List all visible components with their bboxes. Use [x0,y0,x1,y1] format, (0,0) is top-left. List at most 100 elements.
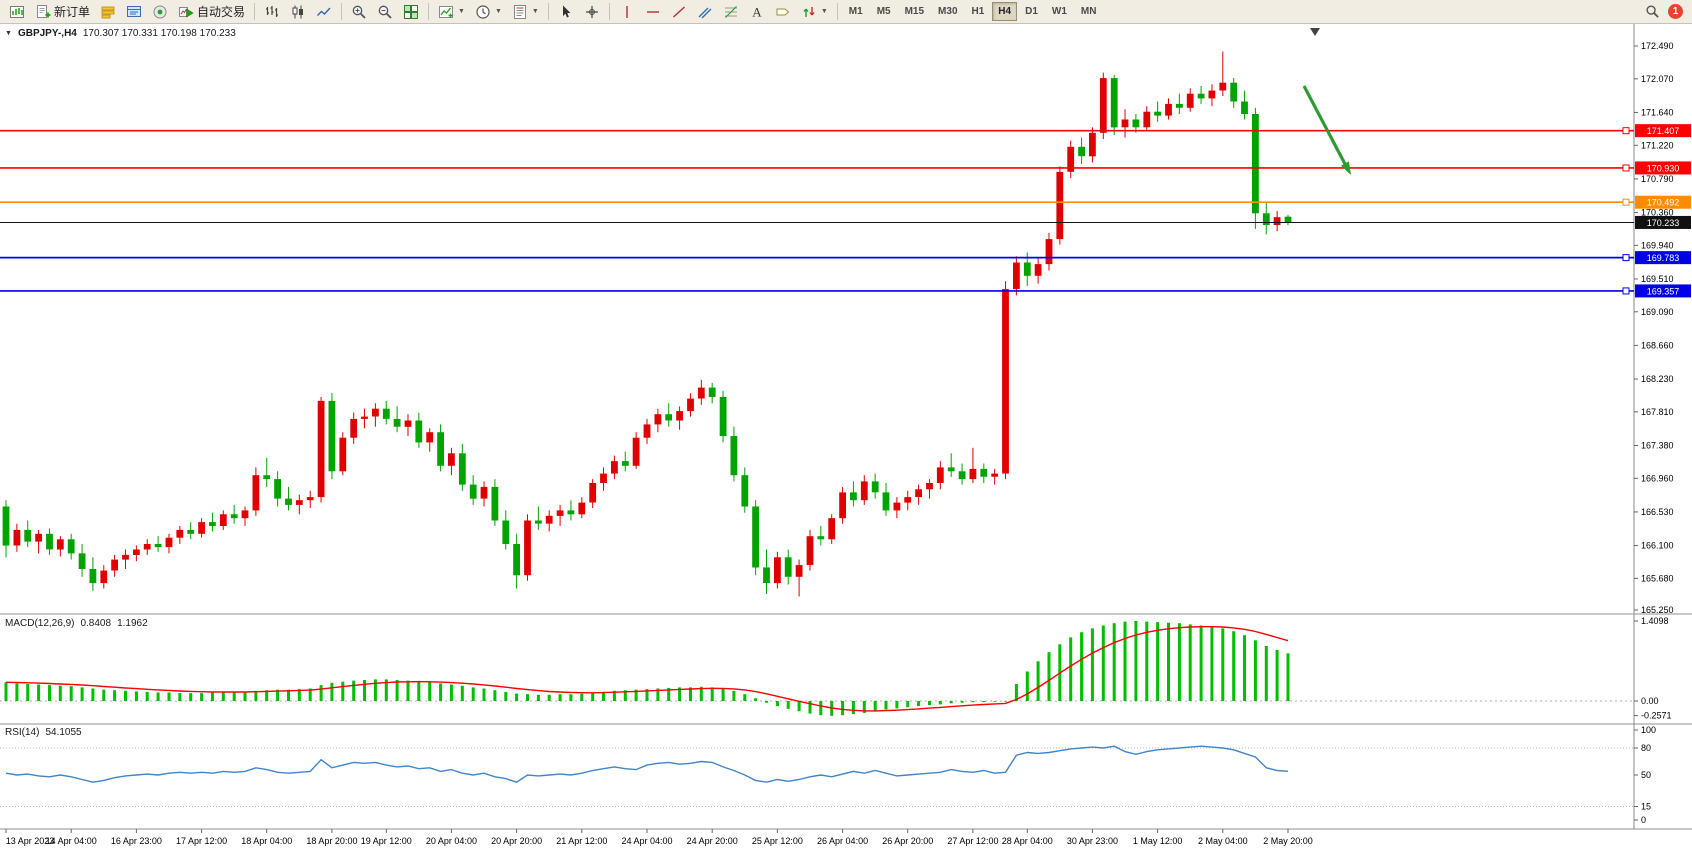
candle-body [871,481,879,493]
timeframe-d1[interactable]: D1 [1025,6,1038,17]
market-watch-button[interactable] [96,2,120,22]
rsi-axis-label: 15 [1641,802,1651,812]
candle-body [143,544,151,550]
chart-canvas[interactable]: 172.490 172.070 171.640 171.220 170.790 170.3… [0,24,1692,855]
indicators-button[interactable]: ▼ [434,2,469,22]
candle-body [632,437,640,466]
candle-body [882,492,890,511]
chart-context-menu-icon[interactable]: ▼ [5,30,12,37]
candle-body [241,510,249,519]
tile-windows-button[interactable] [399,2,423,22]
timeframe-h4[interactable]: H4 [992,2,1018,21]
price-axis[interactable]: 172.490 172.070 171.640 171.220 170.790 170.3… [1633,24,1674,829]
candle-body [730,436,738,476]
candle-body [274,479,281,499]
line-chart-mode-button[interactable] [312,2,336,22]
date-tick-label: 18 Apr 20:00 [306,836,357,846]
level-anchor[interactable] [1622,164,1630,172]
price-tag-label: 169.783 [1647,253,1680,263]
new-order-button[interactable]: 新订单 [31,2,94,22]
candle-body [611,461,618,474]
date-tick-label: 13 Apr 2023 [6,836,55,846]
candle-body [89,569,97,584]
current-price-label: 170.233 [1647,218,1680,228]
text-button[interactable]: A [745,2,769,22]
candle-body [904,497,912,503]
strategy-tester-button[interactable] [148,2,172,22]
arrows-button[interactable]: ▼ [797,2,832,22]
timeframe-m5[interactable]: M5 [876,6,891,17]
notification-badge[interactable]: 1 [1668,4,1683,19]
timeframe-m1[interactable]: M1 [848,6,863,17]
crosshair-button[interactable] [580,2,604,22]
bar-chart-mode-button[interactable] [260,2,284,22]
text-label-button[interactable] [771,2,795,22]
macd-signal-line [5,626,1289,712]
level-anchor[interactable] [1622,287,1630,295]
fibonacci-button[interactable] [719,2,743,22]
candle-body [1002,289,1009,474]
date-tick-label: 26 Apr 20:00 [882,836,933,846]
date-tick-label: 17 Apr 12:00 [176,836,227,846]
candle-body [915,489,922,498]
candle-body [1089,132,1096,157]
level-anchor[interactable] [1622,254,1630,262]
candle-body [133,549,140,555]
level-anchor[interactable] [1622,198,1630,206]
timeframe-m30[interactable]: M30 [938,6,958,17]
trendline-button[interactable] [667,2,691,22]
timeframe-m15[interactable]: M15 [904,6,925,17]
zoom-in-button[interactable] [347,2,371,22]
candle-body [1284,216,1292,223]
chart-shift-marker[interactable] [1310,28,1320,36]
candle-body [676,411,683,421]
templates-button[interactable]: ▼ [508,2,543,22]
new-chart-button[interactable] [5,2,29,22]
candle-body [198,522,205,534]
trendline-icon [671,4,687,20]
svg-text:A: A [752,4,762,19]
candle-body [860,481,868,501]
date-tick-label: 18 Apr 04:00 [241,836,292,846]
line-icon [316,4,332,20]
candle-body [372,408,379,417]
price-tick-label: 165.680 [1641,573,1674,583]
candle-body [393,418,401,427]
cursor-icon [558,4,574,20]
search-icon[interactable] [1645,4,1660,19]
timeframe-w1[interactable]: W1 [1051,6,1067,17]
equidistant-channel-button[interactable] [693,2,717,22]
trend-arrow[interactable] [1302,85,1351,175]
vertical-line-button[interactable] [615,2,639,22]
candle-body [1034,264,1042,276]
level-anchor[interactable] [1622,127,1630,135]
horizontal-line-button[interactable] [641,2,665,22]
cursor-button[interactable] [554,2,578,22]
candle-body [2,506,10,546]
chart-window[interactable]: 172.490 172.070 171.640 171.220 170.790 170.3… [0,24,1692,855]
toolbar-separator [428,3,430,20]
periods-button[interactable]: ▼ [471,2,506,22]
candle-body [230,514,238,519]
price-tick-label: 170.360 [1641,208,1674,218]
candle-body [328,400,336,472]
candle-body [317,400,325,498]
candlestick-mode-button[interactable] [286,2,310,22]
timeframe-mn[interactable]: MN [1080,6,1097,17]
new-order-icon [35,4,51,20]
candle-body [621,461,629,466]
auto-trading-button[interactable]: 自动交易 [174,2,249,22]
candle-body [969,468,977,480]
candle-body [1110,78,1118,128]
indicators-icon [438,4,454,20]
candle-body [697,387,705,399]
candle-body [209,522,216,526]
candle-body [350,418,358,438]
timeframe-h1[interactable]: H1 [971,6,985,17]
price-tick-label: 167.810 [1641,407,1674,417]
data-window-button[interactable] [122,2,146,22]
zoom-out-button[interactable] [373,2,397,22]
price-tick-label: 166.530 [1641,507,1674,517]
candle-body [67,539,75,554]
